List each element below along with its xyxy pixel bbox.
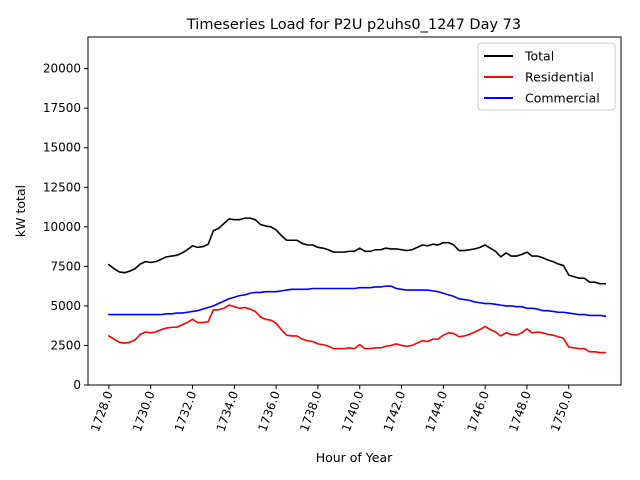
series-line-total <box>107 217 607 285</box>
y-tick-label: 15000 <box>43 141 81 155</box>
y-tick-label: 2500 <box>50 338 81 352</box>
y-tick-label: 10000 <box>43 220 81 234</box>
y-tick-label: 12500 <box>43 180 81 194</box>
series-line-commercial <box>108 285 607 318</box>
y-tick-label: 17500 <box>43 101 81 115</box>
chart-title: Timeseries Load for P2U p2uhs0_1247 Day … <box>186 17 521 33</box>
legend-box <box>477 42 616 111</box>
y-tick-label: 5000 <box>50 299 81 313</box>
y-tick-label: 0 <box>73 378 81 392</box>
y-axis: 0 2500 5000 7500 10000 12500 15000 17500 20000 <box>43 62 88 392</box>
legend-label-commercial: Commercial <box>525 91 600 106</box>
y-tick-label: 20000 <box>43 62 81 76</box>
y-tick-label: 7500 <box>50 259 81 273</box>
plot-frame <box>87 36 622 386</box>
legend-label-total: Total <box>524 49 554 64</box>
series-lines <box>107 217 607 354</box>
series-line-residential <box>107 304 607 354</box>
legend-label-residential: Residential <box>525 70 594 85</box>
legend: Total Residential Commercial <box>477 42 616 111</box>
y-axis-label: kW total <box>13 185 28 237</box>
x-axis-label: Hour of Year <box>316 450 393 465</box>
